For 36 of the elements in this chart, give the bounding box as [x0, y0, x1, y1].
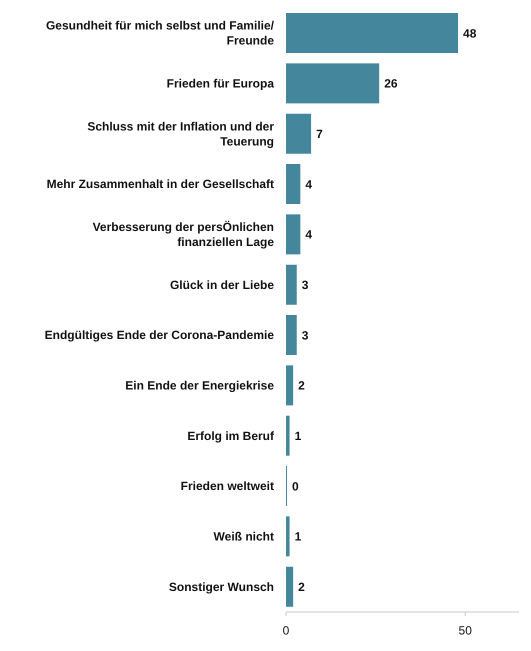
data-label: 2	[298, 580, 306, 594]
bar	[286, 365, 294, 406]
data-label: 4	[305, 228, 312, 242]
data-label: 1	[294, 530, 302, 544]
bar	[286, 114, 312, 154]
y-tick-label: Verbesserung der persÖnlichen finanziellen Lage	[92, 220, 274, 249]
y-tick-label: Endgültiges Ende der Corona-Pandemie	[44, 328, 274, 342]
bar	[286, 264, 297, 305]
data-label: 3	[302, 328, 309, 342]
data-label: 1	[294, 428, 302, 443]
y-tick-label: Ein Ende der Energiekrise	[125, 378, 274, 392]
bar	[286, 516, 290, 556]
bar	[286, 566, 294, 607]
bar	[286, 13, 458, 54]
data-label: 26	[384, 76, 398, 91]
x-tick-label: 50	[458, 624, 472, 638]
data-label: 7	[316, 126, 324, 141]
data-label: 3	[302, 278, 309, 292]
y-tick-label: Weiß nicht	[214, 530, 274, 544]
y-tick-label: Gesundheit für mich selbst und Familie/Freunde	[46, 18, 275, 48]
bar	[286, 63, 380, 104]
y-tick-label: Sonstiger Wunsch	[168, 580, 274, 594]
y-tick-label: Mehr Zusammenhalt in der Gesellschaft	[46, 177, 274, 192]
y-tick-label: Frieden weltweit	[180, 479, 274, 494]
y-tick-label: Schluss mit der Inflation und der Teuerung	[87, 119, 274, 148]
data-label: 0	[292, 479, 299, 494]
data-label: 4	[305, 177, 312, 192]
bar	[286, 416, 290, 456]
bar	[286, 164, 300, 204]
y-tick-label: Frieden für Europa	[166, 76, 274, 90]
bar	[286, 214, 300, 254]
y-tick-label: Glück in der Liebe	[170, 278, 274, 292]
bar	[286, 315, 297, 356]
y-tick-label: Erfolg im Beruf	[187, 428, 276, 443]
data-label: 48	[463, 26, 477, 40]
data-label: 2	[298, 378, 306, 393]
